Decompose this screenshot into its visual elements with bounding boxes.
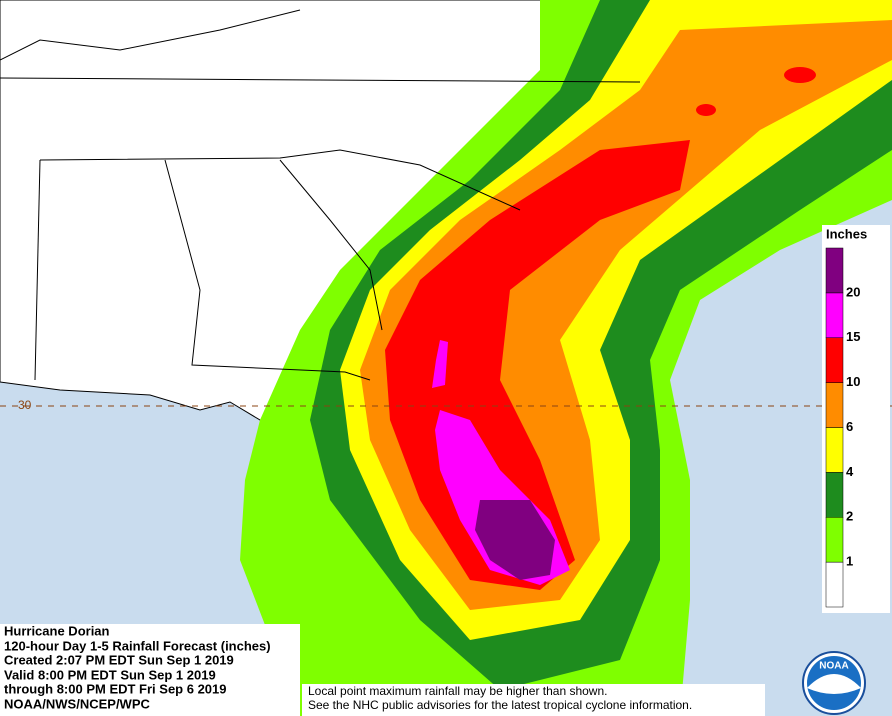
rain-area bbox=[784, 67, 816, 83]
legend-title: Inches bbox=[826, 226, 867, 241]
logo-text: NOAA bbox=[819, 661, 848, 672]
disclaimer-line: See the NHC public advisories for the la… bbox=[308, 698, 692, 712]
legend-swatch bbox=[825, 337, 844, 383]
borders bbox=[0, 9, 641, 381]
noaa-logo: NOAA bbox=[802, 651, 866, 715]
disclaimer-box: Local point maximum rainfall may be high… bbox=[302, 684, 765, 716]
info-line: Valid 8:00 PM EDT Sun Sep 1 2019 bbox=[4, 667, 216, 682]
legend-label: 15 bbox=[846, 329, 860, 344]
rainfall-contours bbox=[240, 0, 892, 716]
legend-label: 6 bbox=[846, 419, 853, 434]
info-box: Hurricane Dorian 120-hour Day 1-5 Rainfa… bbox=[0, 623, 300, 716]
legend-label: 20 bbox=[846, 284, 860, 299]
info-line: Created 2:07 PM EDT Sun Sep 1 2019 bbox=[4, 652, 234, 667]
legend-swatch bbox=[825, 561, 844, 608]
disclaimer-line: Local point maximum rainfall may be high… bbox=[308, 684, 607, 698]
legend-label: 1 bbox=[846, 554, 853, 569]
legend-swatch bbox=[825, 427, 844, 473]
info-line: through 8:00 PM EDT Fri Sep 6 2019 bbox=[4, 681, 227, 696]
legend-swatch bbox=[825, 247, 844, 294]
rain-area bbox=[432, 340, 448, 388]
legend: Inches 1 2 4 6 10 15 20 bbox=[822, 225, 890, 613]
legend-label: 10 bbox=[846, 374, 860, 389]
latitude-label: 30 bbox=[18, 398, 32, 412]
info-line: Hurricane Dorian bbox=[4, 623, 110, 638]
legend-label: 2 bbox=[846, 509, 853, 524]
info-line: NOAA/NWS/NCEP/WPC bbox=[4, 696, 151, 711]
rain-area bbox=[696, 104, 716, 116]
legend-label: 4 bbox=[846, 464, 854, 479]
rain-area bbox=[475, 500, 555, 580]
legend-swatch bbox=[825, 517, 844, 563]
info-background bbox=[0, 624, 300, 716]
disclaimer-background bbox=[302, 684, 765, 716]
legend-swatch bbox=[825, 382, 844, 428]
legend-swatch bbox=[825, 292, 844, 338]
info-line: 120-hour Day 1-5 Rainfall Forecast (inch… bbox=[4, 638, 271, 653]
legend-swatch bbox=[825, 472, 844, 518]
